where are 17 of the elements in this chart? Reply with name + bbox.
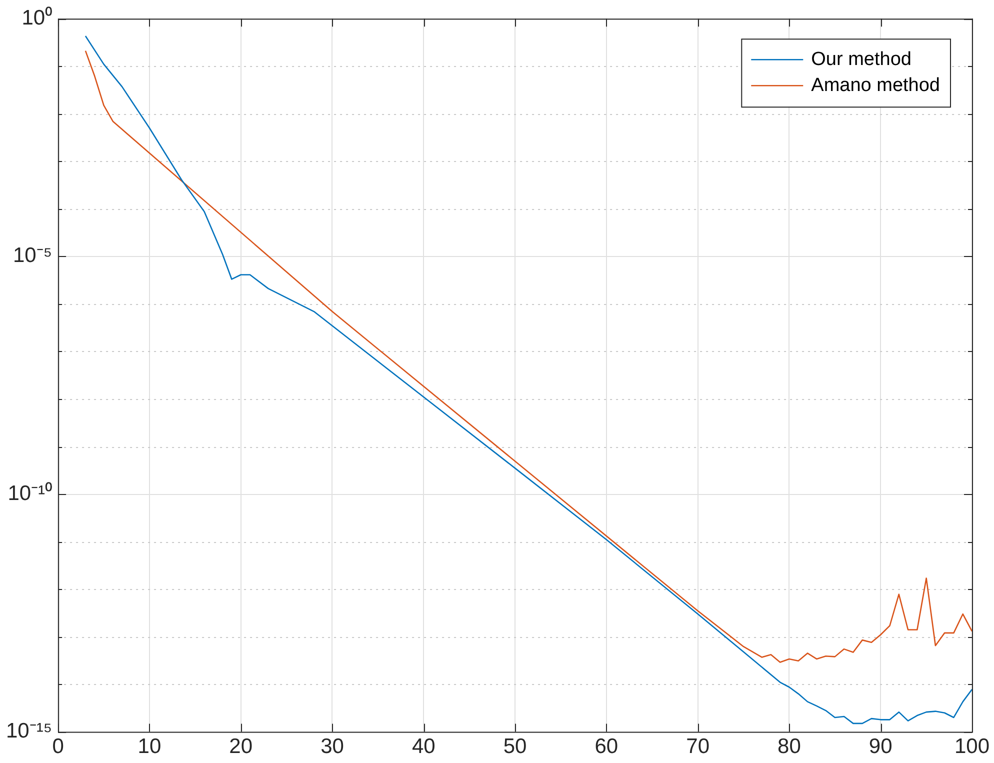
legend-label: Our method (811, 48, 912, 70)
x-tick-label: 30 (320, 735, 344, 758)
x-tick-label: 100 (954, 735, 990, 758)
x-tick-label: 40 (412, 735, 436, 758)
x-tick-label: 10 (138, 735, 162, 758)
x-tick-label: 60 (594, 735, 618, 758)
y-tick-label: 10⁰ (22, 6, 52, 30)
x-tick-label: 0 (52, 735, 64, 758)
x-tick-label: 50 (503, 735, 527, 758)
y-tick-label: 10⁻⁵ (12, 244, 52, 268)
x-tick-label: 20 (229, 735, 253, 758)
y-tick-label: 10⁻¹⁰ (8, 482, 52, 505)
x-tick-label: 90 (868, 735, 892, 758)
legend-label: Amano method (811, 74, 940, 96)
y-tick-label: 10⁻¹⁵ (6, 720, 52, 743)
x-tick-label: 70 (686, 735, 710, 758)
x-tick-label: 80 (778, 735, 801, 758)
